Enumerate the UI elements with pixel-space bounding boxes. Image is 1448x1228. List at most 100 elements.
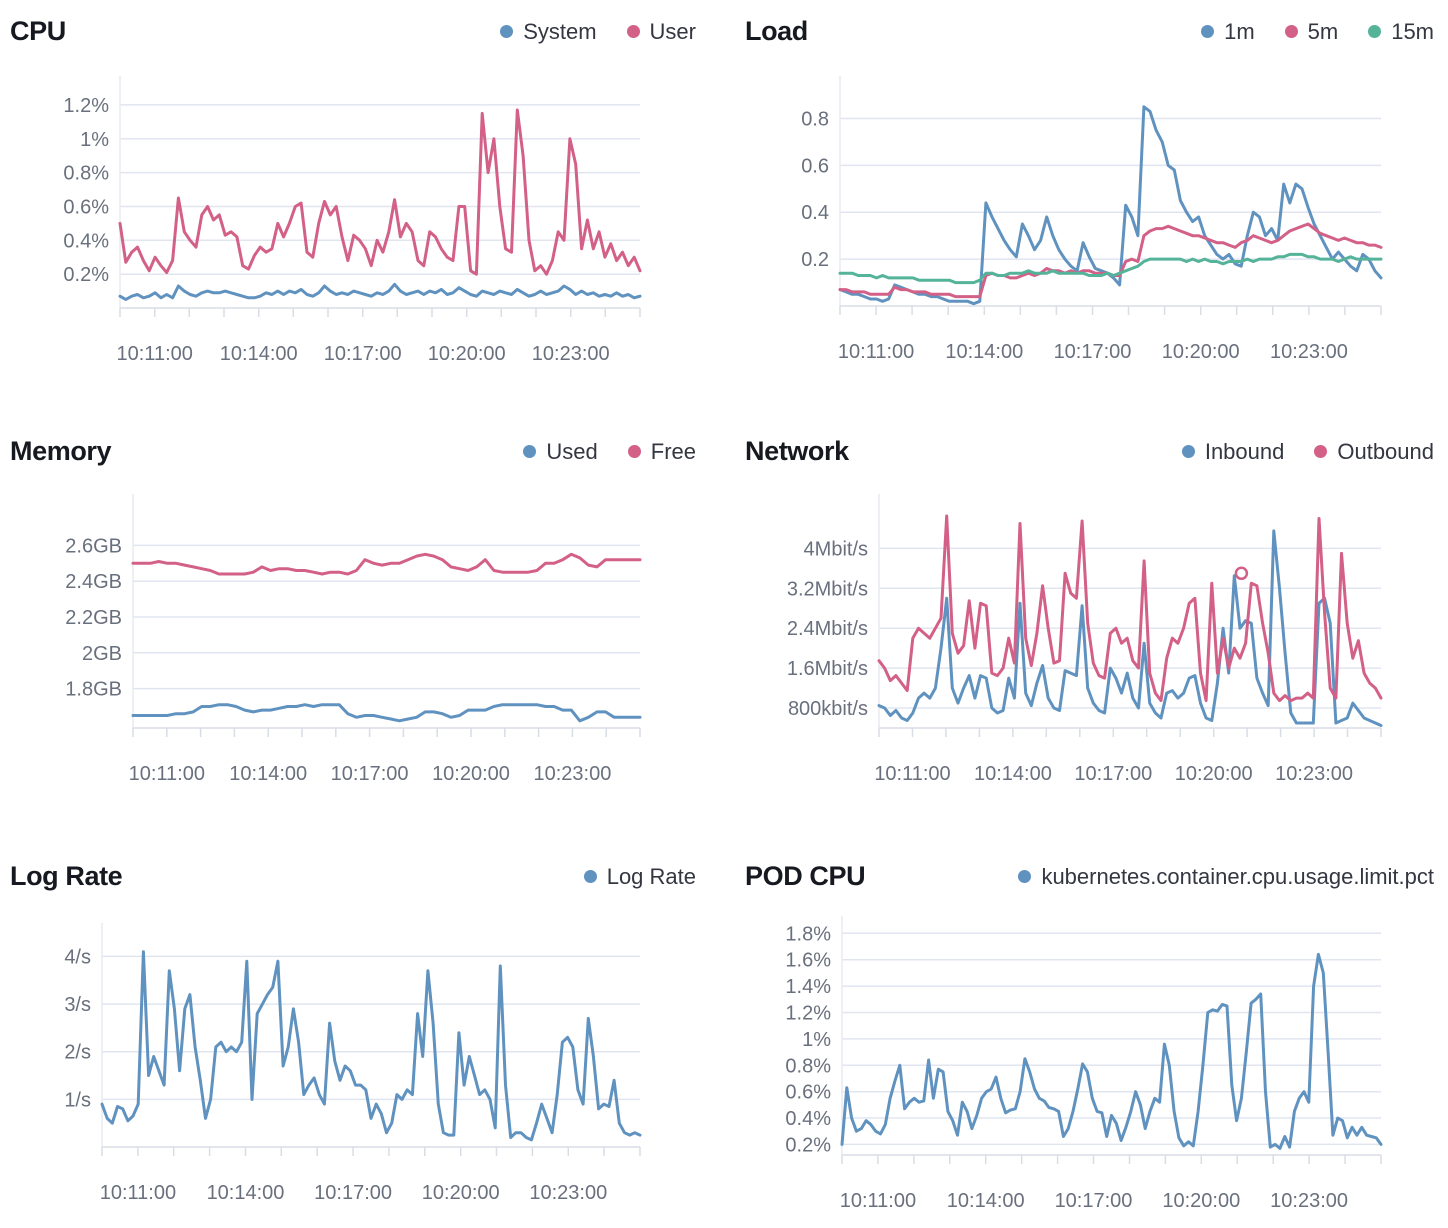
legend-item-outbound[interactable]: Outbound: [1314, 439, 1434, 465]
panel-header: Load 1m 5m 15m: [745, 16, 1434, 47]
legend-item-inbound[interactable]: Inbound: [1181, 438, 1285, 465]
x-tick-label: 10:11:00: [117, 343, 193, 365]
y-tick-label: 2.6GB: [65, 535, 122, 557]
x-tick-label: 10:14:00: [229, 763, 307, 785]
panel-log-rate: Log Rate Log Rate 1/s 2/s 3/s 4/s 10:11:00 10…: [0, 845, 724, 1228]
legend-dot-icon: [583, 870, 597, 883]
y-tick-label: 3.2Mbit/s: [787, 578, 868, 600]
legend-item-log-rate[interactable]: Log Rate: [583, 864, 696, 890]
x-tick-label: 10:14:00: [947, 1190, 1025, 1212]
panel-pod-cpu: POD CPU kubernetes.container.cpu.usage.l…: [724, 845, 1448, 1228]
legend-dot-icon: [1314, 445, 1328, 458]
y-tick-label: 0.6: [801, 155, 829, 177]
x-tick-label: 10:14:00: [207, 1182, 285, 1204]
y-tick-label: 0.2%: [785, 1134, 831, 1156]
legend-label: 1m: [1224, 18, 1255, 44]
legend-dot-icon: [523, 445, 537, 458]
legend-load: 1m 5m 15m: [1201, 19, 1434, 45]
panel-header: CPU System User: [10, 16, 696, 47]
y-tick-label: 0.8%: [785, 1055, 831, 1077]
x-tick-label: 10:14:00: [974, 763, 1052, 785]
x-tick-label: 10:14:00: [945, 341, 1023, 363]
legend-network: Inbound Outbound: [1181, 438, 1434, 465]
y-tick-label: 1.2%: [63, 95, 109, 117]
y-tick-label: 1%: [802, 1029, 831, 1051]
y-tick-label: 1/s: [64, 1089, 91, 1111]
x-tick-label: 10:17:00: [324, 343, 402, 365]
legend-dot-icon: [1284, 25, 1298, 38]
y-tick-label: 2GB: [82, 643, 122, 665]
legend-label: Outbound: [1337, 438, 1434, 464]
series-line-free: [131, 552, 642, 576]
y-tick-label: 0.4%: [785, 1108, 831, 1130]
chart-title-log-rate: Log Rate: [10, 861, 123, 891]
y-tick-label: 0.8: [801, 109, 829, 131]
legend-dot-icon: [500, 25, 514, 38]
legend-memory: Used Free: [523, 439, 696, 465]
panel-header: POD CPU kubernetes.container.cpu.usage.l…: [745, 861, 1434, 892]
series-line-inbound: [877, 529, 1383, 727]
legend-item-used[interactable]: Used: [523, 439, 598, 465]
y-tick-label: 0.4: [801, 202, 829, 224]
x-tick-label: 10:23:00: [1270, 1190, 1348, 1212]
legend-dot-icon: [1201, 25, 1215, 38]
legend-item-1m[interactable]: 1m: [1201, 19, 1255, 45]
x-tick-label: 10:23:00: [529, 1182, 607, 1204]
chart-title-cpu: CPU: [10, 16, 66, 46]
series-line-system: [118, 282, 642, 301]
legend-item-kubernetes-container-cpu-usage-limit-pct[interactable]: kubernetes.container.cpu.usage.limit.pct: [1018, 864, 1434, 890]
y-tick-label: 0.6%: [63, 197, 109, 219]
y-tick-label: 1.2%: [785, 1003, 831, 1025]
x-tick-label: 10:23:00: [1275, 763, 1353, 785]
y-tick-label: 4/s: [64, 946, 91, 968]
panel-header: Memory Used Free: [10, 436, 696, 467]
x-tick-label: 10:11:00: [100, 1182, 176, 1204]
legend-item-15m[interactable]: 15m: [1368, 19, 1434, 45]
series-line-outbound: [877, 514, 1383, 703]
chart-plot-load[interactable]: 0.2 0.4 0.6 0.8 10:11:00 10:14:00 10:17:00 10:2…: [724, 0, 1448, 420]
y-tick-label: 1.4%: [785, 976, 831, 998]
legend-item-user[interactable]: User: [626, 19, 696, 45]
x-tick-label: 10:17:00: [314, 1182, 392, 1204]
chart-plot-cpu[interactable]: 0.2% 0.4% 0.6% 0.8% 1% 1.2% 10:11:00 10:14:00 10…: [0, 0, 724, 420]
x-tick-label: 10:20:00: [1162, 1190, 1240, 1212]
x-tick-label: 10:17:00: [1055, 1190, 1133, 1212]
y-tick-label: 0.8%: [63, 163, 109, 185]
chart-plot-network[interactable]: 800kbit/s 1.6Mbit/s 2.4Mbit/s 3.2Mbit/s 4Mbi…: [724, 420, 1448, 845]
legend-item-free[interactable]: Free: [627, 438, 696, 465]
series-line-15m: [838, 252, 1383, 285]
legend-label: Inbound: [1204, 438, 1285, 464]
legend-dot-icon: [627, 445, 641, 458]
y-tick-label: 2.2GB: [65, 607, 122, 629]
legend-dot-icon: [1018, 870, 1032, 883]
y-tick-label: 800kbit/s: [788, 698, 868, 720]
x-tick-label: 10:11:00: [129, 763, 205, 785]
legend-item-system[interactable]: System: [500, 19, 597, 45]
chart-title-network: Network: [745, 436, 849, 466]
legend-label: kubernetes.container.cpu.usage.limit.pct: [1041, 863, 1434, 889]
chart-plot-log-rate[interactable]: 1/s 2/s 3/s 4/s 10:11:00 10:14:00 10:17:00 10:2…: [0, 845, 724, 1228]
y-tick-label: 0.2%: [63, 264, 109, 286]
series-line-5m: [838, 222, 1383, 299]
legend-label: Free: [650, 438, 696, 464]
chart-title-memory: Memory: [10, 436, 112, 466]
x-tick-label: 10:23:00: [532, 343, 610, 365]
y-tick-label: 1.6Mbit/s: [787, 658, 868, 680]
x-tick-label: 10:20:00: [428, 343, 506, 365]
x-tick-label: 10:17:00: [1074, 763, 1152, 785]
y-tick-label: 2.4GB: [65, 571, 122, 593]
legend-dot-icon: [1368, 25, 1382, 38]
x-tick-label: 10:11:00: [874, 763, 950, 785]
chart-plot-memory[interactable]: 1.8GB 2GB 2.2GB 2.4GB 2.6GB 10:11:00 10:14:00 1…: [0, 420, 724, 845]
y-tick-label: 2.4Mbit/s: [787, 618, 868, 640]
x-tick-label: 10:23:00: [1270, 341, 1348, 363]
x-tick-label: 10:20:00: [1175, 763, 1253, 785]
x-tick-label: 10:14:00: [220, 343, 298, 365]
isolated-point-marker: [1234, 566, 1249, 581]
x-tick-label: 10:17:00: [331, 763, 409, 785]
legend-item-5m[interactable]: 5m: [1284, 19, 1338, 45]
series-line-kubernetes-container-cpu-usage-limit-pct: [840, 952, 1383, 1150]
panel-header: Log Rate Log Rate: [10, 861, 696, 892]
chart-plot-pod-cpu[interactable]: 0.2% 0.4% 0.6% 0.8% 1% 1.2% 1.4% 1.6% 1.8% 10:11:…: [724, 845, 1448, 1228]
